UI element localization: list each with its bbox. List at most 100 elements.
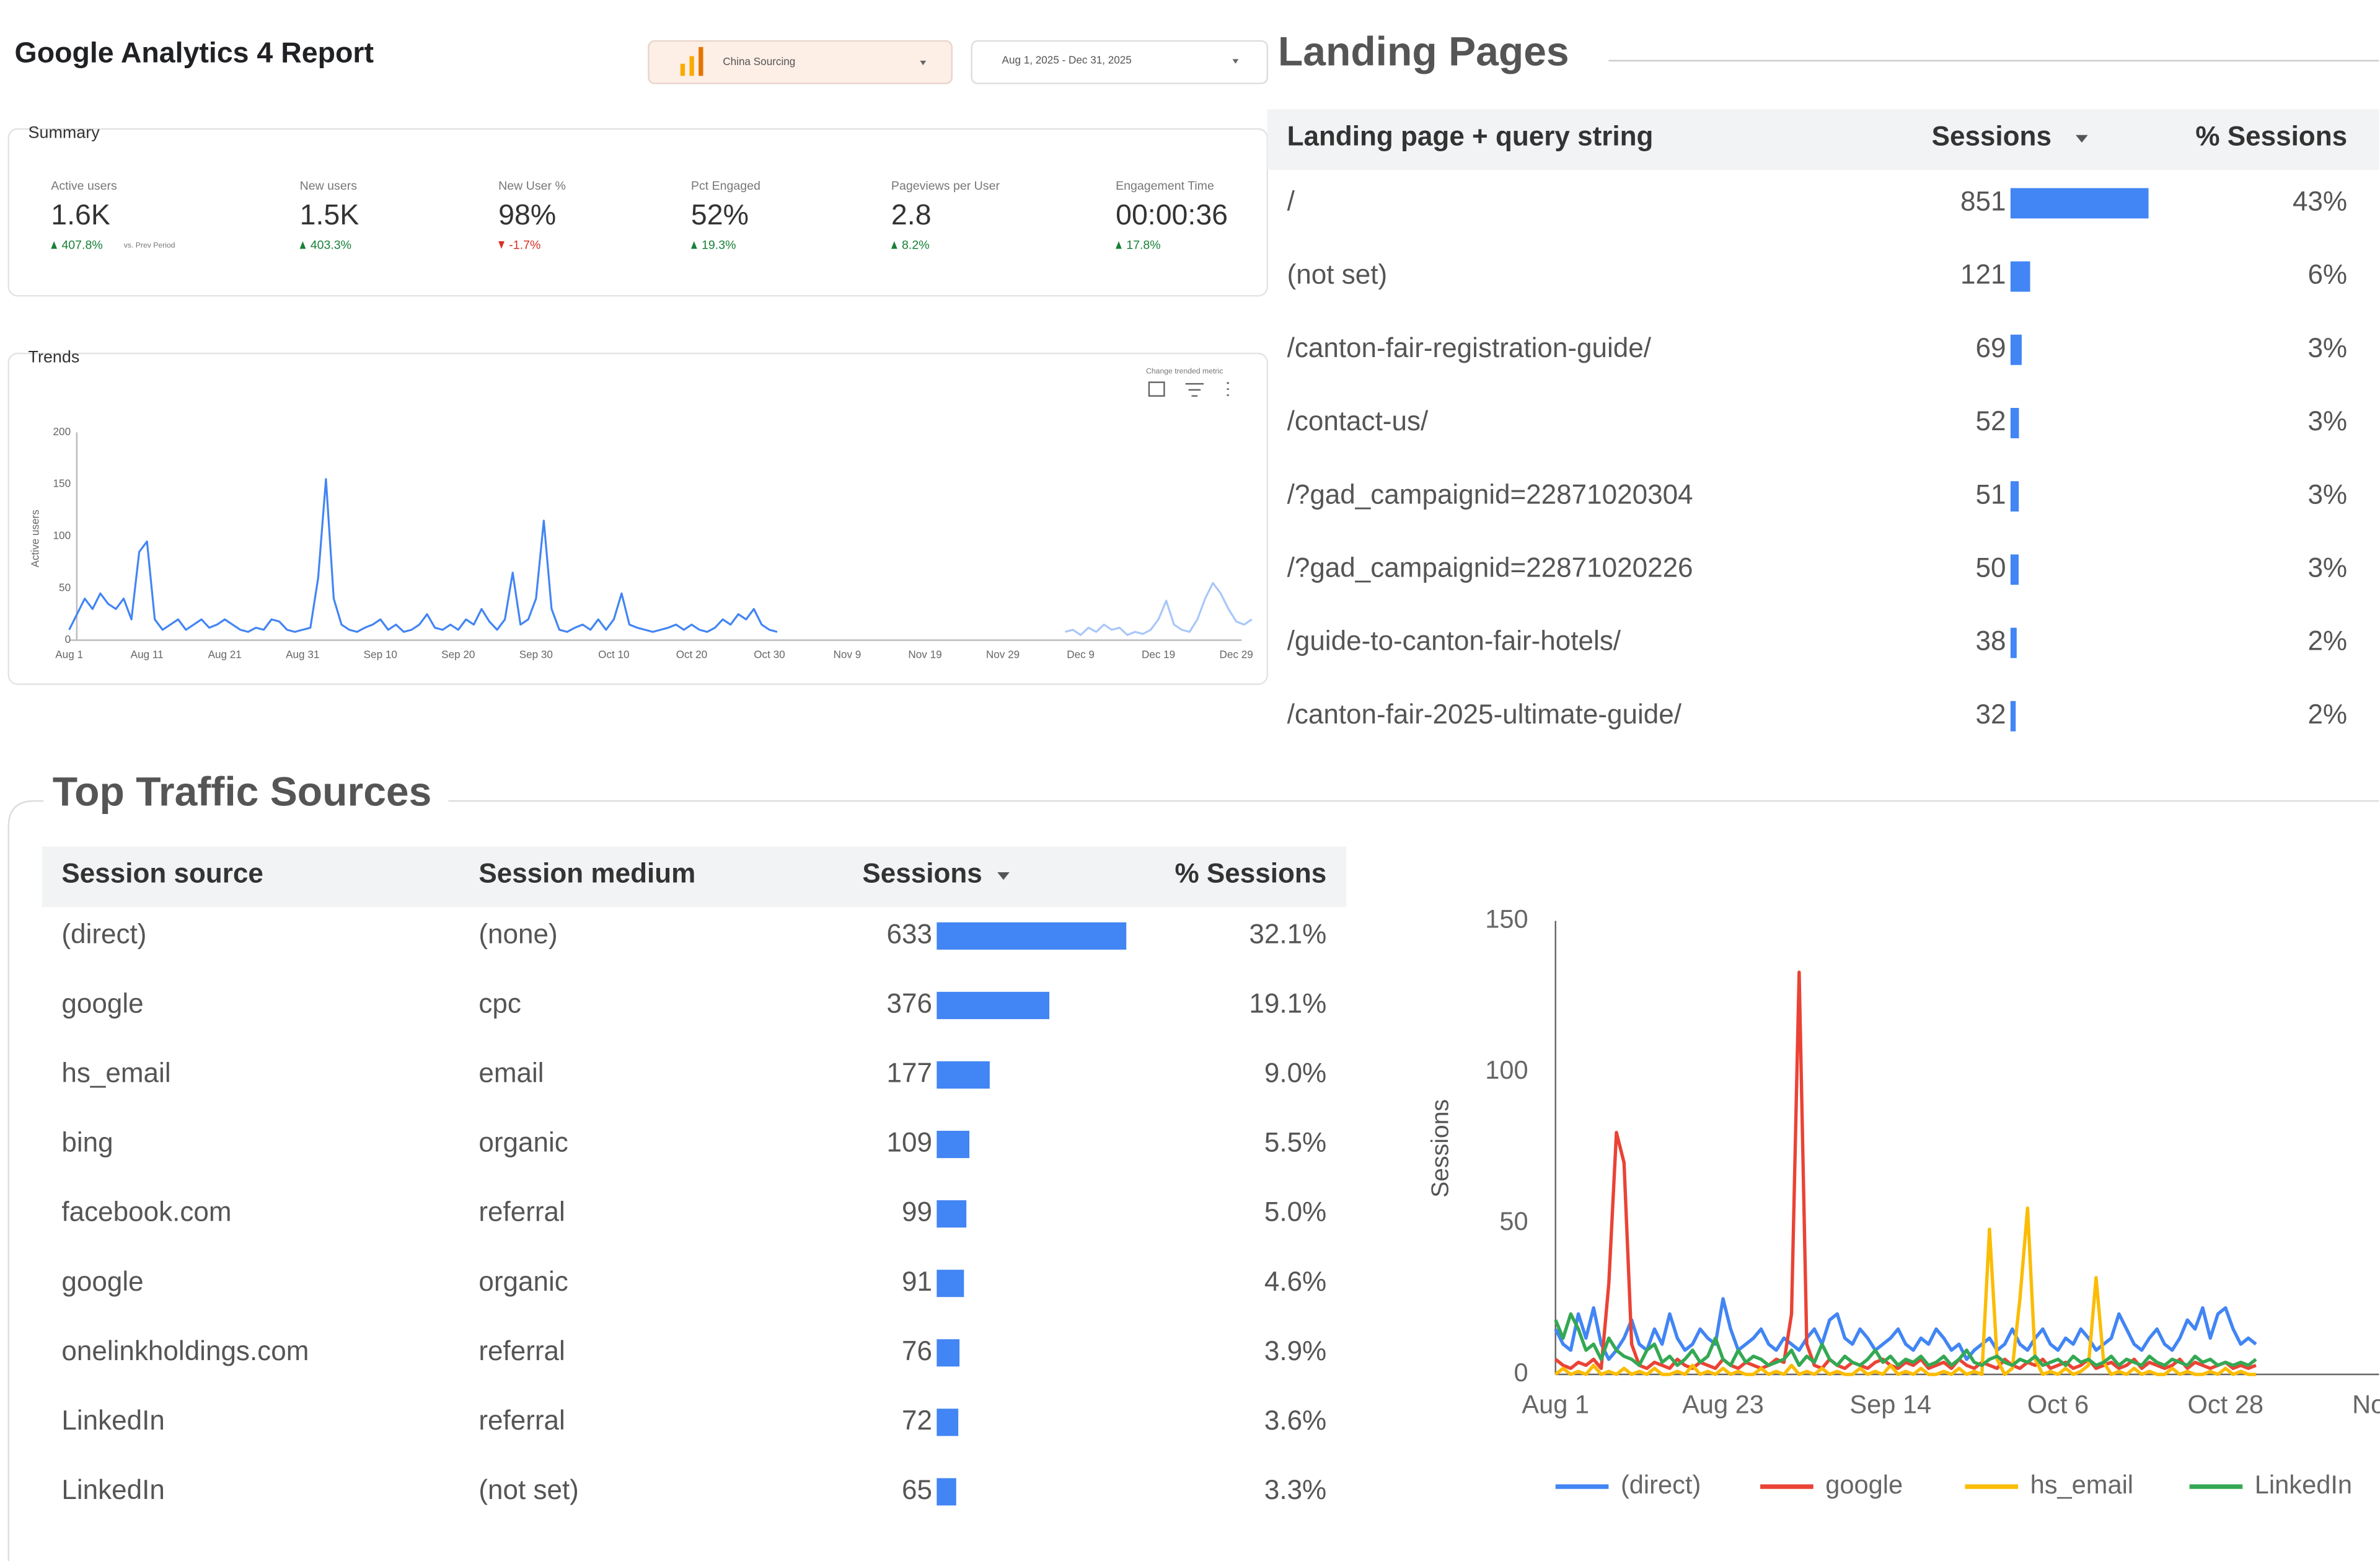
metric-change: 8.2%	[902, 239, 930, 252]
metric-value: 2.8	[891, 198, 932, 231]
report-title: Google Analytics 4 Report	[15, 36, 374, 68]
table-cell: 51	[1976, 479, 2006, 510]
metric-change: 407.8%	[61, 239, 102, 252]
table-cell: 38	[1976, 626, 2006, 657]
filter-icon[interactable]	[1185, 383, 1204, 397]
property-name: China Sourcing	[723, 56, 795, 68]
x-tick-label: Oct 30	[754, 649, 785, 661]
column-header: Session medium	[478, 859, 695, 889]
sort-arrow[interactable]	[997, 872, 1010, 880]
session-bar	[937, 1131, 970, 1159]
x-tick-label: Nov 9	[834, 649, 862, 661]
line-series	[1554, 1297, 2257, 1361]
table-cell: 3.9%	[1264, 1336, 1326, 1366]
x-tick-label: Nov 19	[908, 649, 941, 661]
table-cell: /canton-fair-registration-guide/	[1287, 333, 1652, 363]
change-arrow	[299, 241, 306, 249]
table-cell: 633	[887, 919, 932, 949]
icon[interactable]	[1148, 381, 1165, 397]
table-cell: facebook.com	[61, 1197, 231, 1227]
table-cell: 4.6%	[1264, 1267, 1326, 1297]
table-cell: (not set)	[478, 1475, 579, 1505]
x-tick-label: Oct 10	[598, 649, 629, 661]
y-tick-label: 50	[59, 582, 71, 593]
table-cell: (not set)	[1287, 260, 1388, 290]
legend-label: google	[1825, 1470, 1903, 1499]
table-cell: 9.0%	[1264, 1058, 1326, 1089]
x-tick-label: Nov 29	[986, 649, 1020, 661]
table-cell: 2%	[2307, 626, 2347, 657]
metric-change: 17.8%	[1126, 239, 1160, 252]
table-cell: organic	[478, 1267, 568, 1297]
summary-title: Summary	[29, 123, 100, 141]
x-tick-label: Oct 6	[2027, 1389, 2089, 1418]
session-bar	[2010, 701, 2016, 732]
property-selector[interactable]	[648, 40, 953, 84]
session-bar	[937, 991, 1050, 1019]
table-cell: 5.5%	[1264, 1128, 1326, 1158]
x-tick-label: Aug 31	[286, 649, 319, 661]
table-cell: 2%	[2307, 699, 2347, 730]
table-cell: (none)	[478, 919, 557, 949]
summary-panel	[7, 128, 1269, 297]
line-series	[68, 478, 778, 633]
line-series	[1065, 582, 1253, 636]
metric-label: Pct Engaged	[691, 179, 760, 193]
session-bar	[937, 1061, 990, 1089]
legend-label: (direct)	[1621, 1470, 1701, 1499]
session-bar	[937, 1478, 956, 1506]
table-cell: 32.1%	[1249, 919, 1326, 949]
table-cell: 109	[887, 1128, 932, 1158]
table-cell: 3%	[2307, 479, 2347, 510]
line-series	[1554, 1206, 2256, 1376]
metric-value: 98%	[498, 198, 556, 231]
table-cell: hs_email	[61, 1058, 170, 1089]
sort-arrow[interactable]	[2076, 135, 2088, 143]
column-header: % Sessions	[1175, 859, 1326, 889]
metric-label: Active users	[51, 179, 117, 193]
ga-icon	[680, 63, 685, 76]
table-cell: LinkedIn	[61, 1405, 164, 1436]
y-tick-label: 150	[53, 478, 71, 490]
x-tick-label: Sep 20	[441, 649, 475, 661]
metric-change: -1.7%	[509, 239, 540, 252]
session-bar	[2010, 334, 2022, 365]
table-cell: /	[1287, 187, 1295, 217]
dropdown-arrow	[920, 60, 927, 66]
table-cell: 177	[887, 1058, 932, 1089]
table-cell: 76	[902, 1336, 932, 1366]
x-tick-label: Sep 14	[1849, 1389, 1931, 1418]
table-cell: 851	[1960, 187, 2006, 217]
date-selector[interactable]	[971, 40, 1269, 84]
y-tick-label: 100	[1485, 1055, 1528, 1084]
date-range: Aug 1, 2025 - Dec 31, 2025	[1002, 54, 1132, 66]
column-header: Landing page + query string	[1287, 121, 1654, 151]
metric-label: Engagement Time	[1116, 179, 1214, 193]
table-cell: (direct)	[61, 919, 146, 949]
metric-change: 403.3%	[311, 239, 351, 252]
trends-note[interactable]: Change trended metric	[1146, 367, 1223, 376]
table-cell: 6%	[2307, 260, 2347, 290]
table-cell: organic	[478, 1128, 568, 1158]
table-cell: 3%	[2307, 406, 2347, 436]
table-cell: google	[61, 1267, 143, 1297]
metric-value: 1.5K	[300, 198, 359, 231]
traffic-panel	[7, 800, 2379, 1561]
table-cell: google	[61, 989, 143, 1019]
trends-title: Trends	[29, 348, 80, 366]
table-cell: 3%	[2307, 553, 2347, 583]
change-arrow	[498, 241, 505, 249]
table-cell: 3.6%	[1264, 1405, 1326, 1436]
table-cell: 376	[887, 989, 932, 1019]
y-tick-label: 150	[1485, 904, 1528, 933]
session-bar	[2010, 261, 2030, 292]
metric-label: Pageviews per User	[891, 179, 1000, 193]
table-cell: /guide-to-canton-fair-hotels/	[1287, 626, 1621, 657]
table-cell: /?gad_campaignid=22871020226	[1287, 553, 1693, 583]
change-arrow	[690, 241, 697, 249]
session-bar	[2010, 188, 2149, 219]
change-arrow	[891, 241, 897, 249]
legend-label: LinkedIn	[2255, 1470, 2352, 1499]
session-bar	[2010, 554, 2019, 585]
